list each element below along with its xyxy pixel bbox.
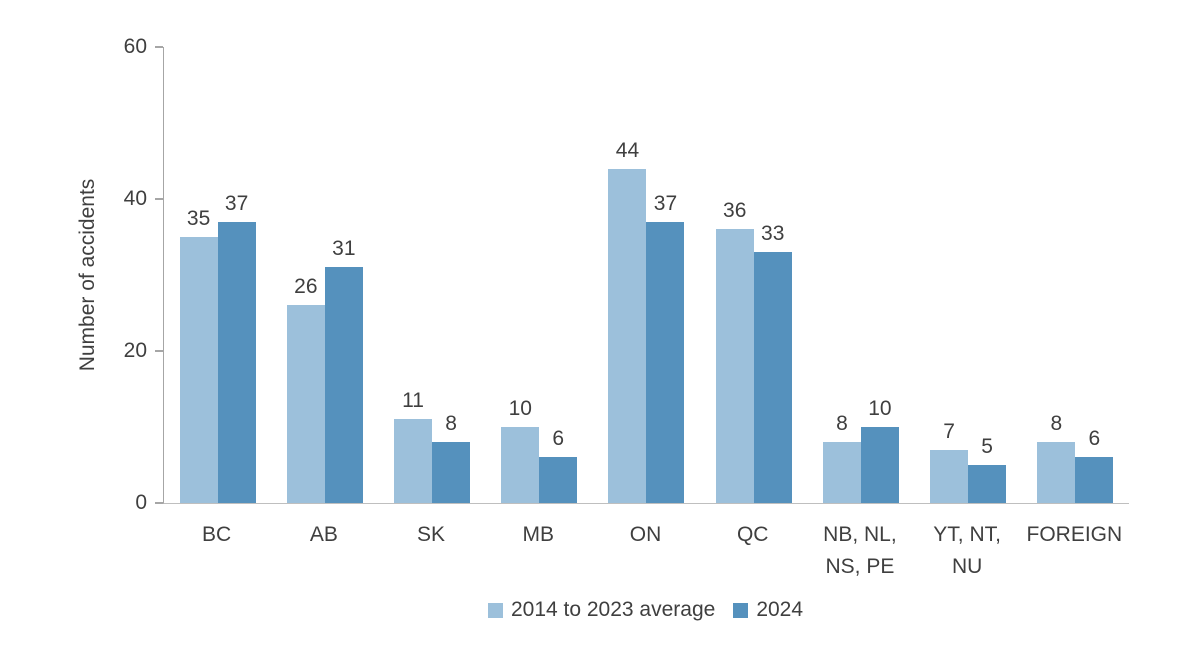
bar-value-label: 33 (761, 222, 785, 246)
bar-value-label: 5 (981, 435, 993, 458)
category-label: BC (202, 523, 232, 546)
bar: 35 (179, 207, 218, 503)
y-tick-mark (154, 502, 163, 504)
bar-value-label: 6 (552, 427, 565, 451)
bar-group: 10 6 (486, 47, 593, 503)
y-tick-mark (154, 46, 163, 48)
bar-value-label: 31 (332, 237, 356, 261)
y-tick-mark (154, 350, 163, 352)
bar: 5 (968, 435, 1007, 503)
y-axis-title: Number of accidents (76, 178, 99, 372)
bar: 11 (394, 389, 433, 503)
bar-group: 8 10 (807, 47, 914, 503)
bar-value-label: 8 (445, 412, 457, 436)
legend-item-average: 2014 to 2023 average (487, 598, 716, 622)
category-label: FOREIGN (1026, 523, 1123, 546)
bar: 8 (822, 412, 861, 503)
bar-group: 35 37 (164, 47, 271, 503)
bar: 31 (324, 237, 363, 503)
bar-value-label: 8 (836, 412, 848, 436)
category-label: ON (629, 523, 662, 546)
plot-area: 0 20 40 60 35 37 26 31 11 8 10 6 44 37 36 33 8 10 7 5 8 6 (124, 36, 1129, 514)
category-label: NB, NL, NS, PE (823, 523, 897, 578)
y-tick-label: 20 (123, 339, 147, 362)
category-label: AB (309, 523, 338, 546)
bar-value-label: 37 (224, 191, 249, 215)
bar-value-label: 37 (653, 191, 678, 215)
bar-value-label: 7 (943, 419, 955, 443)
y-tick-label: 40 (123, 187, 147, 210)
bar-value-label: 8 (1050, 412, 1063, 436)
legend: 2014 to 2023 average 2024 (163, 598, 1128, 622)
bar: 37 (646, 192, 685, 503)
bar-group: 26 31 (271, 47, 378, 503)
bar: 7 (930, 420, 969, 503)
bar: 6 (539, 427, 578, 503)
bar: 10 (501, 397, 540, 503)
category-label: QC (736, 523, 769, 546)
bar-value-label: 11 (402, 389, 424, 413)
y-tick-label: 0 (135, 491, 147, 514)
legend-swatch-2024 (733, 602, 749, 618)
legend-item-2024: 2024 (733, 598, 803, 622)
bar-value-label: 44 (615, 138, 640, 162)
bar-value-label: 10 (508, 397, 532, 420)
bar: 44 (608, 139, 647, 503)
category-label: MB (522, 523, 555, 546)
bar: 8 (432, 412, 471, 503)
bar: 6 (1075, 427, 1114, 503)
bar: 36 (715, 199, 754, 503)
bar-value-label: 26 (294, 275, 318, 299)
x-axis-labels: BC AB SK MB ON QC NB, NL, NS, PE YT, NT, NU FORE… (163, 519, 1128, 583)
bar-group: 44 37 (593, 47, 700, 503)
category-label: SK (417, 523, 446, 546)
category-label: YT, NT, NU (933, 523, 1001, 578)
y-tick-label: 60 (123, 35, 147, 58)
bar: 37 (217, 192, 256, 503)
legend-label-average: 2014 to 2023 average (510, 598, 716, 621)
bar-value-label: 10 (868, 397, 892, 420)
bar: 8 (1037, 412, 1076, 503)
legend-label-2024: 2024 (756, 598, 804, 621)
bar-value-label: 35 (186, 207, 211, 230)
bar: 10 (860, 397, 899, 503)
y-tick-mark (154, 198, 163, 200)
legend-swatch-average (487, 602, 503, 618)
bar-group: 36 33 (700, 47, 807, 503)
bar-value-label: 6 (1088, 427, 1101, 451)
bar-group: 11 8 (378, 47, 485, 503)
bar: 33 (753, 222, 792, 503)
bar-value-label: 36 (723, 199, 747, 223)
bar: 26 (286, 275, 325, 503)
